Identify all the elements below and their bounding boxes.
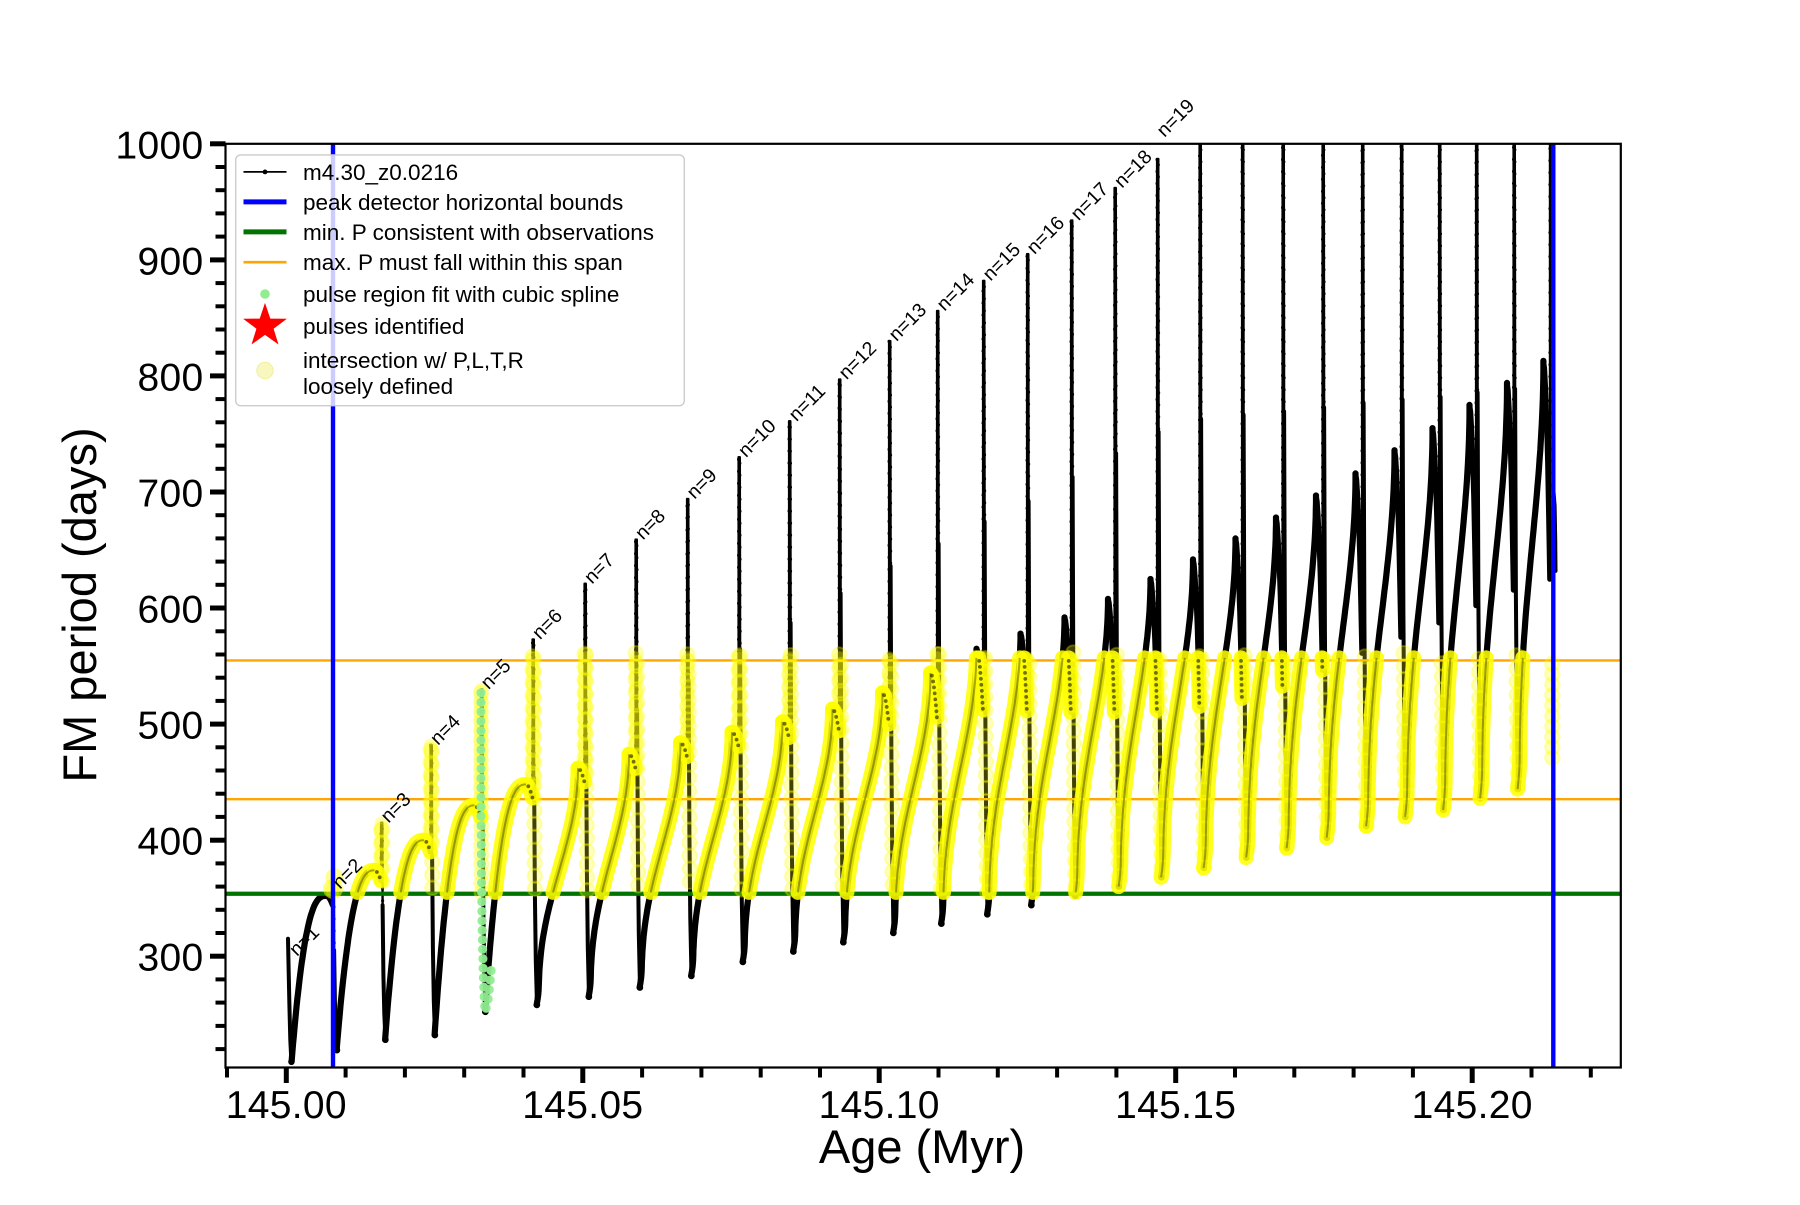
svg-text:900: 900	[138, 240, 204, 283]
svg-text:intersection w/ P,L,T,R: intersection w/ P,L,T,R	[303, 348, 524, 373]
svg-text:145.15: 145.15	[1115, 1084, 1236, 1127]
svg-text:m4.30_z0.0216: m4.30_z0.0216	[303, 160, 458, 185]
svg-text:145.00: 145.00	[226, 1084, 347, 1127]
svg-text:min. P consistent with observa: min. P consistent with observations	[303, 220, 654, 245]
svg-text:145.05: 145.05	[522, 1084, 643, 1127]
svg-text:500: 500	[138, 705, 204, 748]
svg-text:800: 800	[138, 356, 204, 399]
svg-text:145.10: 145.10	[819, 1084, 940, 1127]
svg-text:FM period (days): FM period (days)	[53, 427, 106, 782]
svg-text:300: 300	[138, 937, 204, 980]
svg-text:max. P must fall within this s: max. P must fall within this span	[303, 250, 623, 275]
svg-text:loosely defined: loosely defined	[303, 374, 453, 399]
svg-text:Age (Myr): Age (Myr)	[819, 1120, 1025, 1173]
svg-text:peak detector horizontal bound: peak detector horizontal bounds	[303, 190, 623, 215]
svg-text:600: 600	[138, 589, 204, 632]
svg-text:1000: 1000	[116, 124, 204, 167]
svg-text:400: 400	[138, 821, 204, 864]
svg-text:700: 700	[138, 473, 204, 516]
svg-text:pulses identified: pulses identified	[303, 314, 464, 339]
svg-text:145.20: 145.20	[1412, 1084, 1533, 1127]
svg-text:pulse region fit with cubic sp: pulse region fit with cubic spline	[303, 282, 619, 307]
